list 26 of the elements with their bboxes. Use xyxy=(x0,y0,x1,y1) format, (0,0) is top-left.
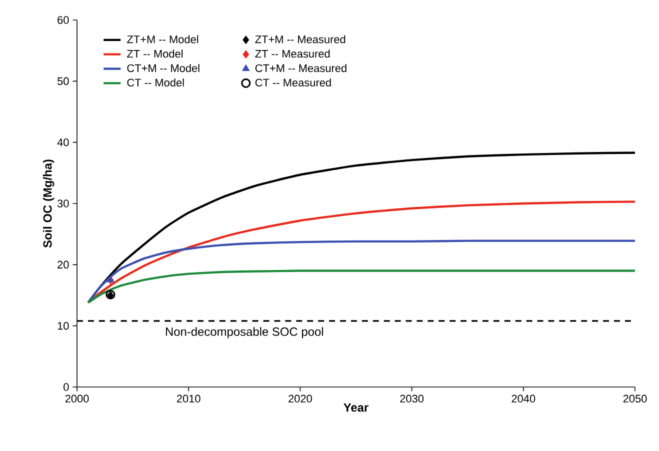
y-tick-label: 20 xyxy=(58,260,69,269)
legend-label: CT+M -- Model xyxy=(127,64,200,72)
legend-label: ZT -- Model xyxy=(127,50,183,58)
legend-label: ZT -- Measured xyxy=(255,50,330,58)
x-tick-label: 2020 xyxy=(288,394,312,403)
y-tick-label: 30 xyxy=(57,200,69,208)
y-tick-label: 0 xyxy=(64,383,69,391)
y-tick-label: 40 xyxy=(57,138,69,146)
ref-line-label: Non-decomposable SOC pool xyxy=(166,327,323,338)
x-tick-label: 2010 xyxy=(176,394,200,403)
legend-label: ZT+M -- Measured xyxy=(255,35,346,44)
legend-label: ZT+M -- Model xyxy=(127,35,198,44)
y-axis-title: Soil OC (Mg/ha) xyxy=(42,160,54,248)
x-tick-label: 2040 xyxy=(512,394,536,403)
legend-label: CT -- Model xyxy=(127,78,184,86)
y-tick-label: 60 xyxy=(58,16,69,24)
x-tick-label: 2030 xyxy=(400,394,424,403)
line-series xyxy=(87,240,636,304)
y-tick-label: 50 xyxy=(57,77,69,86)
x-axis-title: Year xyxy=(344,403,368,412)
legend-label: CT -- Measured xyxy=(255,78,331,86)
x-tick-label: 2000 xyxy=(65,394,89,403)
y-tick-label: 10 xyxy=(58,322,69,330)
legend-label: CT+M -- Measured xyxy=(255,64,346,72)
x-tick-label: 2050 xyxy=(623,394,647,403)
line-series xyxy=(87,270,636,304)
